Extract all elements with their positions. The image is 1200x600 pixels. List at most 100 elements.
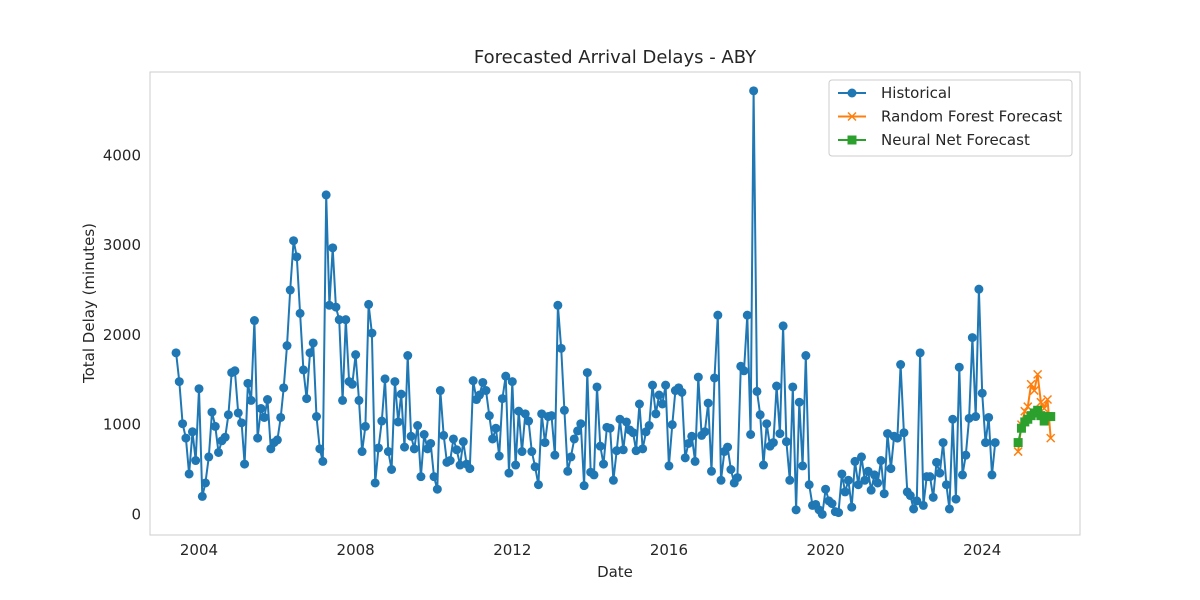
y-tick-label: 1000 xyxy=(103,416,141,434)
historical-point xyxy=(791,505,801,515)
historical-point xyxy=(230,366,240,376)
historical-point xyxy=(416,472,426,482)
historical-point xyxy=(367,328,377,338)
x-tick-label: 2024 xyxy=(963,541,1001,559)
historical-point xyxy=(634,399,644,409)
historical-point xyxy=(308,338,318,348)
historical-point xyxy=(246,395,256,405)
historical-point xyxy=(990,438,1000,448)
historical-series xyxy=(171,86,1000,519)
historical-point xyxy=(504,468,514,478)
historical-point xyxy=(465,464,475,474)
x-axis: 2004 2008 2012 2016 2020 2024 xyxy=(180,541,1001,559)
x-tick-label: 2008 xyxy=(337,541,375,559)
historical-point xyxy=(569,434,579,444)
historical-point xyxy=(178,419,188,429)
legend-item-random-forest-forecast: Random Forest Forecast xyxy=(838,108,1062,126)
historical-point xyxy=(935,468,945,478)
historical-point xyxy=(559,405,569,415)
historical-point xyxy=(661,380,671,390)
historical-point xyxy=(775,429,785,439)
historical-point xyxy=(331,302,341,312)
historical-point xyxy=(390,377,400,387)
historical-point xyxy=(683,438,693,448)
legend-box xyxy=(828,79,1073,157)
y-tick-label: 4000 xyxy=(103,146,141,164)
historical-point xyxy=(785,475,795,485)
historical-point xyxy=(494,451,504,461)
historical-point xyxy=(448,434,458,444)
historical-point xyxy=(961,450,971,460)
historical-point xyxy=(967,333,977,343)
historical-point xyxy=(589,470,599,480)
historical-point xyxy=(582,368,592,378)
historical-point xyxy=(687,431,697,441)
legend-label: Historical xyxy=(881,84,951,102)
historical-point xyxy=(468,376,478,386)
historical-point xyxy=(497,394,507,404)
neural-net-forecast-series xyxy=(1013,405,1056,448)
historical-point xyxy=(948,414,958,424)
historical-point xyxy=(925,472,935,482)
historical-point xyxy=(742,310,752,320)
historical-point xyxy=(915,348,925,358)
historical-point xyxy=(393,417,403,427)
historical-point xyxy=(439,430,449,440)
historical-point xyxy=(837,469,847,479)
historical-point xyxy=(664,461,674,471)
historical-point xyxy=(912,496,922,506)
historical-point xyxy=(210,421,220,431)
random-forest-forecast-point xyxy=(1042,394,1053,405)
historical-point xyxy=(383,447,393,457)
historical-point xyxy=(755,410,765,420)
historical-point xyxy=(563,466,573,476)
historical-point xyxy=(194,384,204,394)
historical-point xyxy=(181,433,191,443)
historical-point xyxy=(974,284,984,294)
historical-point xyxy=(429,472,439,482)
historical-point xyxy=(357,447,367,457)
historical-point xyxy=(892,433,902,443)
historical-point xyxy=(566,452,576,462)
historical-point xyxy=(191,456,201,466)
historical-point xyxy=(827,499,837,509)
historical-point xyxy=(413,421,423,431)
historical-point xyxy=(834,508,844,518)
historical-point xyxy=(406,431,416,441)
historical-point xyxy=(746,430,756,440)
historical-point xyxy=(706,466,716,476)
historical-point xyxy=(200,478,210,488)
historical-point xyxy=(693,372,703,382)
historical-point xyxy=(380,374,390,384)
historical-point xyxy=(289,236,299,246)
historical-point xyxy=(279,383,289,393)
neural-net-forecast-point xyxy=(1033,405,1043,415)
historical-point xyxy=(507,377,517,387)
historical-point xyxy=(547,411,557,421)
historical-point xyxy=(971,412,981,422)
y-tick-label: 3000 xyxy=(103,236,141,254)
historical-point xyxy=(608,475,618,485)
historical-point xyxy=(249,316,259,326)
legend-historical-point xyxy=(847,88,857,98)
historical-point xyxy=(338,395,348,405)
historical-point xyxy=(876,456,886,466)
historical-point xyxy=(840,487,850,497)
historical-point xyxy=(426,438,436,448)
historical-point xyxy=(223,410,233,420)
historical-point xyxy=(171,348,181,358)
y-axis-label: Total Delay (minutes) xyxy=(80,223,98,384)
historical-point xyxy=(396,389,406,399)
historical-point xyxy=(484,411,494,421)
historical-point xyxy=(896,360,906,370)
historical-point xyxy=(432,484,442,494)
legend: Historical Random Forest Forecast Neural N… xyxy=(828,79,1073,157)
historical-point xyxy=(909,504,919,514)
x-tick-label: 2012 xyxy=(493,541,531,559)
historical-point xyxy=(305,348,315,358)
y-tick-label: 2000 xyxy=(103,326,141,344)
historical-point xyxy=(312,412,322,422)
historical-point xyxy=(295,308,305,318)
legend-random-forest-forecast-point xyxy=(847,111,857,122)
x-axis-label: Date xyxy=(597,563,633,581)
